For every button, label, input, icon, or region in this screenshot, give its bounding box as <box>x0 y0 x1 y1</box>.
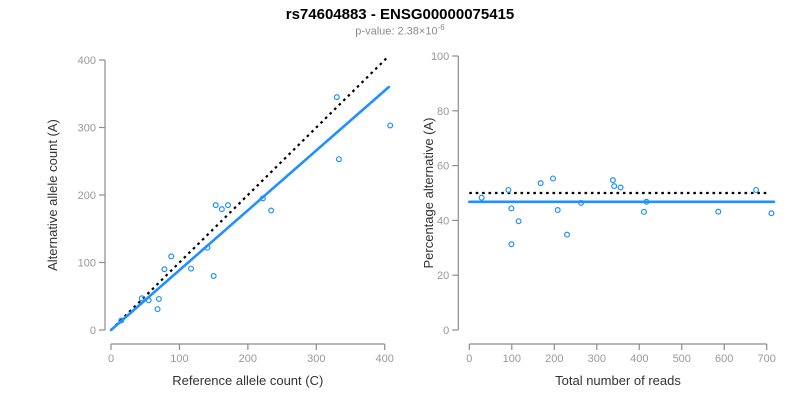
data-point <box>478 194 485 201</box>
y-axis-title: Percentage alternative (A) <box>421 117 436 268</box>
data-point <box>578 199 585 206</box>
data-point <box>155 295 162 302</box>
data-point <box>333 94 340 101</box>
x-tick-label: 700 <box>758 353 776 365</box>
data-point <box>387 122 394 129</box>
x-tick-label: 0 <box>466 353 472 365</box>
pvalue-text: p-value: 2.38×10 <box>355 25 438 38</box>
x-tick-label: 500 <box>673 353 691 365</box>
data-point <box>508 205 515 212</box>
data-point <box>537 180 544 187</box>
data-point <box>768 210 775 217</box>
y-tick-label: 40 <box>437 215 449 227</box>
data-point <box>118 317 125 324</box>
pvalue-subtitle: p-value: 2.38×10-6 <box>0 23 800 38</box>
left-scatter-plot: 0 100 200 300 400 0 100 200 300 400 Reference alle… <box>45 55 394 388</box>
x-tick-label: 400 <box>630 353 648 365</box>
y-tick-label: 400 <box>78 55 96 67</box>
x-tick-label: 400 <box>376 353 394 365</box>
y-tick-label: 20 <box>437 270 449 282</box>
right-scatter-plot: 0 100 200 300 400 500 600 700 0 20 40 60 80 100 Total … <box>421 51 776 388</box>
y-tick-label: 100 <box>431 51 449 63</box>
data-point <box>554 206 561 213</box>
data-point <box>550 175 557 182</box>
x-tick-label: 600 <box>715 353 733 365</box>
data-point <box>715 208 722 215</box>
x-tick-label: 100 <box>170 353 188 365</box>
data-point <box>161 266 168 273</box>
x-tick-label: 200 <box>545 353 563 365</box>
data-point <box>268 207 275 214</box>
data-point <box>212 202 219 209</box>
pvalue-exponent: -6 <box>437 23 445 32</box>
data-point <box>609 177 616 184</box>
data-point <box>515 218 522 225</box>
x-tick-label: 300 <box>588 353 606 365</box>
data-point <box>168 253 175 260</box>
data-point <box>154 306 161 313</box>
data-point <box>218 206 225 213</box>
x-tick-label: 100 <box>503 353 521 365</box>
plot-title: rs74604883 - ENSG00000075415 <box>285 6 515 23</box>
y-tick-label: 60 <box>437 161 449 173</box>
data-point <box>640 208 647 215</box>
y-tick-label: 100 <box>78 258 96 270</box>
data-point <box>188 265 195 272</box>
x-tick-label: 300 <box>307 353 325 365</box>
data-point <box>505 186 512 193</box>
y-tick-label: 80 <box>437 106 449 118</box>
data-point <box>508 241 515 248</box>
data-point <box>335 156 342 163</box>
x-tick-label: 200 <box>239 353 257 365</box>
data-point <box>259 195 266 202</box>
y-tick-label: 300 <box>78 123 96 135</box>
x-tick-label: 0 <box>108 353 114 365</box>
y-tick-label: 200 <box>78 190 96 202</box>
y-tick-label: 0 <box>90 325 96 337</box>
data-point <box>564 231 571 238</box>
data-point <box>210 273 217 280</box>
data-point <box>145 297 152 304</box>
y-axis-title: Alternative allele count (A) <box>45 119 60 271</box>
data-point <box>617 184 624 191</box>
data-point <box>138 295 145 302</box>
identity-reference-line <box>110 55 389 331</box>
data-point <box>225 202 232 209</box>
regression-line <box>109 85 391 332</box>
data-point <box>204 244 211 251</box>
y-tick-label: 0 <box>443 325 449 337</box>
x-axis-title: Total number of reads <box>555 373 681 388</box>
x-axis-title: Reference allele count (C) <box>172 373 323 388</box>
data-point <box>643 198 650 205</box>
data-point <box>611 183 618 190</box>
data-point <box>753 186 760 193</box>
